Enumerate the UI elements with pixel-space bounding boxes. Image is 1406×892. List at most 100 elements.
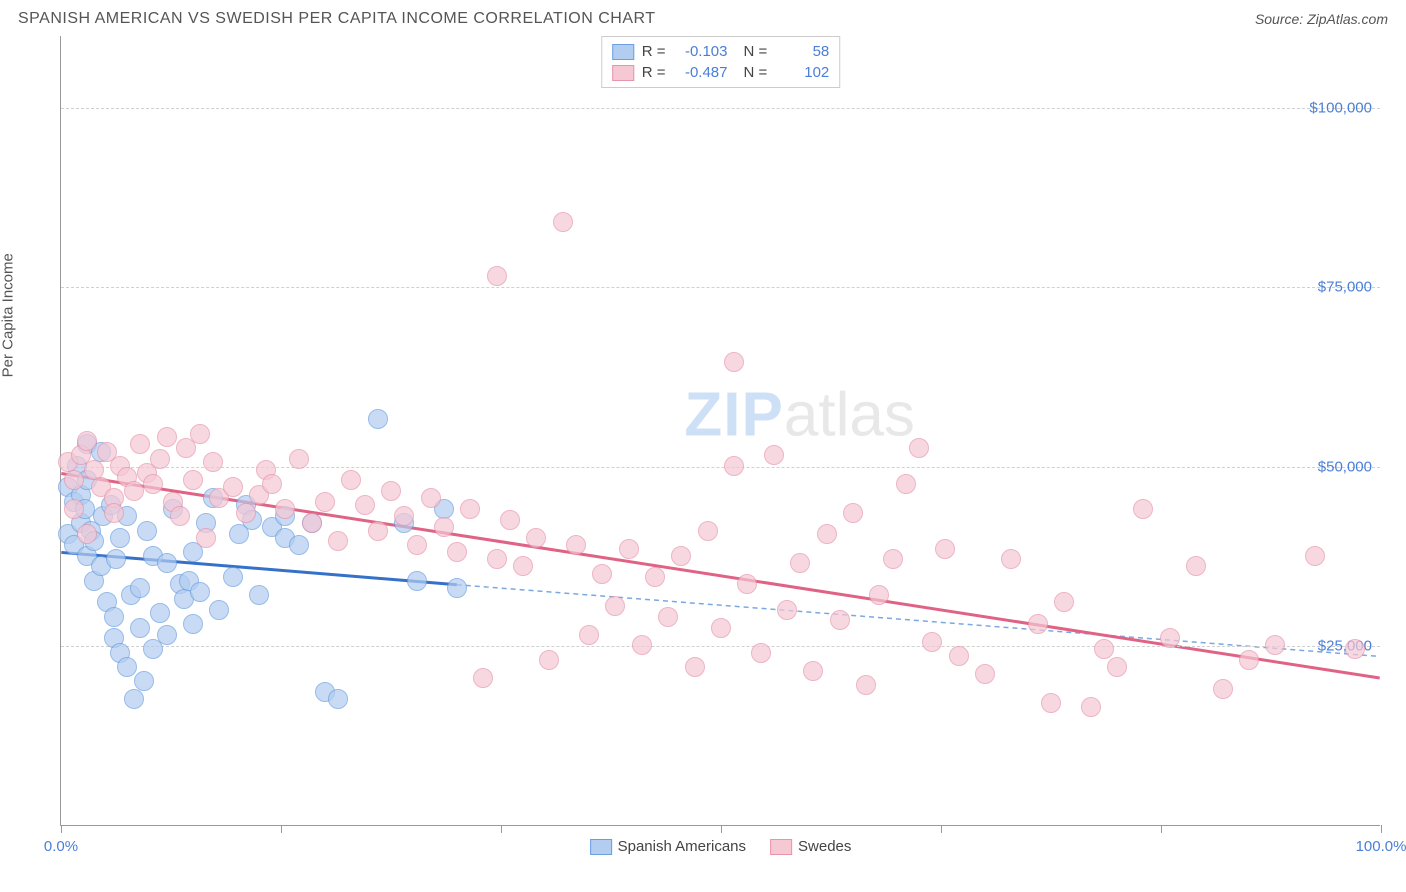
data-point [935,539,955,559]
data-point [130,578,150,598]
data-point [869,585,889,605]
r-value: -0.103 [674,43,728,60]
data-point [460,499,480,519]
data-point [473,668,493,688]
legend-swatch [590,839,612,855]
x-tick-label: 0.0% [44,838,78,855]
x-tick [721,825,722,833]
data-point [130,618,150,638]
x-tick [501,825,502,833]
data-point [592,564,612,584]
r-value: -0.487 [674,64,728,81]
legend-item: Spanish Americans [590,838,746,855]
data-point [1160,628,1180,648]
data-point [1028,614,1048,634]
data-point [289,535,309,555]
data-point [124,481,144,501]
data-point [196,528,216,548]
data-point [1054,592,1074,612]
data-point [513,556,533,576]
data-point [830,610,850,630]
r-label: R = [642,64,666,81]
series-legend: Spanish Americans Swedes [590,838,852,855]
data-point [302,513,322,533]
data-point [1213,679,1233,699]
data-point [183,470,203,490]
data-point [724,456,744,476]
data-point [341,470,361,490]
data-point [170,506,190,526]
data-point [64,499,84,519]
data-point [658,607,678,627]
data-point [110,528,130,548]
n-label: N = [744,43,768,60]
data-point [275,499,295,519]
data-point [104,503,124,523]
legend-swatch [770,839,792,855]
data-point [137,521,157,541]
data-point [579,625,599,645]
y-tick-label: $100,000 [1309,99,1372,116]
data-point [381,481,401,501]
data-point [909,438,929,458]
data-point [328,689,348,709]
legend-label: Spanish Americans [618,838,746,855]
y-axis-label: Per Capita Income [0,253,17,377]
data-point [203,452,223,472]
data-point [671,546,691,566]
data-point [150,603,170,623]
data-point [117,657,137,677]
data-point [1265,635,1285,655]
legend-item: Swedes [770,838,851,855]
data-point [1041,693,1061,713]
n-value: 58 [775,43,829,60]
data-point [157,553,177,573]
data-point [539,650,559,670]
data-point [737,574,757,594]
data-point [77,431,97,451]
n-value: 102 [775,64,829,81]
plot-area: ZIPatlas R =-0.103N =58R =-0.487N =102 S… [60,36,1380,826]
watermark: ZIPatlas [684,379,914,450]
data-point [223,477,243,497]
data-point [421,488,441,508]
x-tick [61,825,62,833]
data-point [143,474,163,494]
data-point [130,434,150,454]
gridline [61,287,1380,288]
n-label: N = [744,64,768,81]
trend-lines-svg [61,36,1380,825]
data-point [328,531,348,551]
data-point [711,618,731,638]
y-tick-label: $50,000 [1318,458,1372,475]
data-point [447,542,467,562]
data-point [1186,556,1206,576]
y-tick-label: $75,000 [1318,279,1372,296]
gridline [61,108,1380,109]
data-point [764,445,784,465]
data-point [315,492,335,512]
data-point [1001,549,1021,569]
correlation-row: R =-0.103N =58 [612,41,830,62]
data-point [394,506,414,526]
chart-title: SPANISH AMERICAN VS SWEDISH PER CAPITA I… [18,10,656,28]
data-point [368,409,388,429]
data-point [566,535,586,555]
chart-container: Per Capita Income ZIPatlas R =-0.103N =5… [18,36,1388,826]
data-point [434,517,454,537]
data-point [605,596,625,616]
data-point [106,549,126,569]
legend-swatch [612,65,634,81]
data-point [724,352,744,372]
data-point [249,585,269,605]
data-point [236,503,256,523]
data-point [1133,499,1153,519]
data-point [77,524,97,544]
data-point [685,657,705,677]
data-point [183,614,203,634]
data-point [883,549,903,569]
data-point [289,449,309,469]
data-point [975,664,995,684]
data-point [1239,650,1259,670]
data-point [1094,639,1114,659]
